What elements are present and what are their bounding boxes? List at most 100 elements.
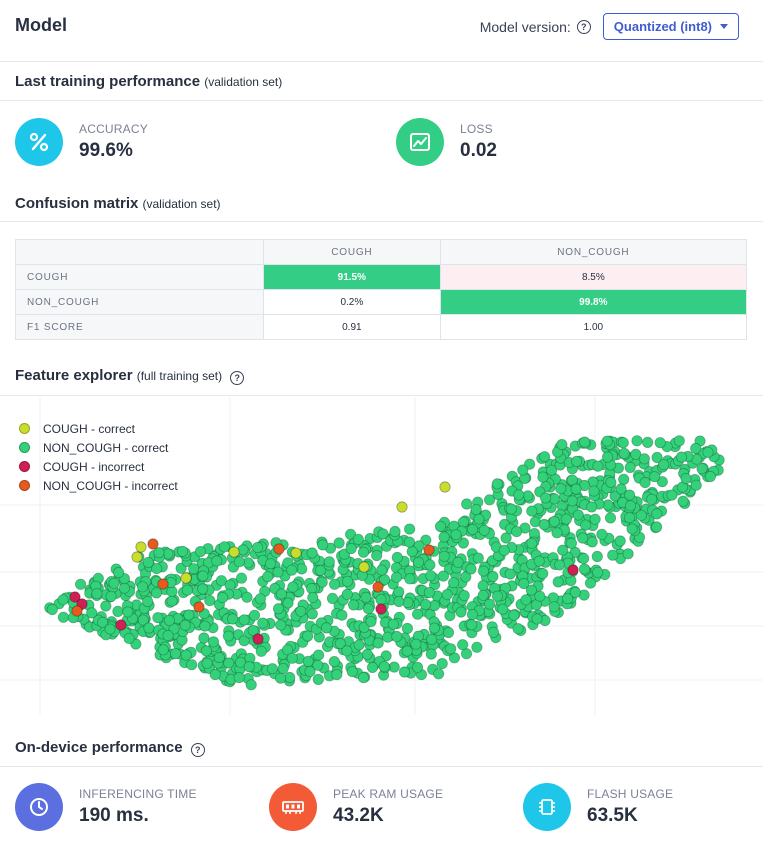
scatter-point[interactable] xyxy=(526,505,538,517)
scatter-point[interactable] xyxy=(423,587,435,599)
scatter-point[interactable] xyxy=(483,598,496,610)
scatter-point[interactable] xyxy=(207,636,220,648)
scatter-point[interactable] xyxy=(607,549,619,561)
scatter-point[interactable] xyxy=(631,435,643,447)
scatter-point[interactable] xyxy=(523,458,536,470)
scatter-point[interactable] xyxy=(275,588,288,600)
scatter-point[interactable] xyxy=(624,500,637,512)
scatter-point[interactable] xyxy=(241,591,253,603)
scatter-point[interactable] xyxy=(353,639,365,651)
scatter-point[interactable] xyxy=(556,438,568,451)
scatter-point[interactable] xyxy=(320,622,332,634)
scatter-point[interactable] xyxy=(618,473,630,486)
scatter-point[interactable] xyxy=(255,645,267,657)
scatter-point[interactable] xyxy=(531,613,543,625)
scatter-point[interactable] xyxy=(403,536,415,548)
scatter-point[interactable] xyxy=(371,549,383,562)
scatter-point[interactable] xyxy=(137,581,149,593)
scatter-point[interactable] xyxy=(403,523,416,535)
scatter-point[interactable] xyxy=(525,584,538,596)
scatter-point[interactable] xyxy=(112,605,124,617)
scatter-point[interactable] xyxy=(333,537,345,549)
scatter-point[interactable] xyxy=(357,671,370,684)
scatter-point[interactable] xyxy=(579,519,592,531)
scatter-point[interactable] xyxy=(122,606,134,618)
scatter-point[interactable] xyxy=(197,570,209,582)
scatter-point[interactable] xyxy=(471,641,483,653)
scatter-point[interactable] xyxy=(378,574,391,586)
scatter-point[interactable] xyxy=(75,578,87,590)
scatter-point[interactable] xyxy=(380,650,392,662)
scatter-point[interactable] xyxy=(617,437,629,449)
scatter-point[interactable] xyxy=(466,609,479,621)
scatter-point[interactable] xyxy=(470,504,482,516)
scatter-point[interactable] xyxy=(331,668,343,681)
scatter-point[interactable] xyxy=(390,571,403,583)
scatter-point[interactable] xyxy=(211,555,223,567)
scatter-point[interactable] xyxy=(97,616,109,628)
scatter-point[interactable] xyxy=(46,603,58,616)
scatter-point[interactable] xyxy=(393,595,405,608)
scatter-point[interactable] xyxy=(425,648,437,660)
scatter-point[interactable] xyxy=(314,564,327,576)
scatter-point[interactable] xyxy=(264,558,277,570)
scatter-point[interactable] xyxy=(567,564,579,576)
scatter-point[interactable] xyxy=(312,659,324,671)
scatter-point[interactable] xyxy=(181,584,193,596)
scatter-point[interactable] xyxy=(596,528,608,540)
scatter-point[interactable] xyxy=(553,559,566,571)
scatter-point[interactable] xyxy=(548,515,561,528)
scatter-point[interactable] xyxy=(404,573,416,585)
scatter-point[interactable] xyxy=(282,597,294,609)
scatter-point[interactable] xyxy=(601,451,614,463)
scatter-point[interactable] xyxy=(588,485,600,497)
scatter-point[interactable] xyxy=(472,552,484,564)
scatter-point[interactable] xyxy=(345,542,357,555)
scatter-point[interactable] xyxy=(233,671,245,684)
legend-item[interactable]: COUGH - correct xyxy=(19,419,178,438)
scatter-point[interactable] xyxy=(675,451,688,463)
scatter-point[interactable] xyxy=(592,460,604,472)
scatter-point[interactable] xyxy=(584,577,597,589)
scatter-point[interactable] xyxy=(245,679,257,691)
scatter-point[interactable] xyxy=(478,524,490,536)
scatter-point[interactable] xyxy=(222,630,234,642)
feature-explorer-scatter[interactable] xyxy=(0,397,763,715)
scatter-point[interactable] xyxy=(466,523,479,535)
scatter-point[interactable] xyxy=(512,623,524,635)
legend-item[interactable]: COUGH - incorrect xyxy=(19,457,178,476)
scatter-point[interactable] xyxy=(188,563,200,575)
scatter-point[interactable] xyxy=(290,547,302,559)
scatter-point[interactable] xyxy=(455,606,467,618)
scatter-point[interactable] xyxy=(426,633,438,646)
scatter-point[interactable] xyxy=(419,598,432,611)
scatter-point[interactable] xyxy=(460,571,472,583)
scatter-point[interactable] xyxy=(589,513,601,525)
scatter-point[interactable] xyxy=(252,633,264,645)
scatter-point[interactable] xyxy=(358,561,370,573)
scatter-point[interactable] xyxy=(204,595,216,607)
scatter-point[interactable] xyxy=(592,566,604,578)
scatter-point[interactable] xyxy=(336,609,348,621)
scatter-point[interactable] xyxy=(432,668,445,680)
scatter-point[interactable] xyxy=(275,619,287,631)
scatter-point[interactable] xyxy=(425,570,437,582)
scatter-point[interactable] xyxy=(100,600,112,612)
scatter-point[interactable] xyxy=(347,599,360,611)
scatter-point[interactable] xyxy=(497,603,509,615)
scatter-point[interactable] xyxy=(538,518,550,531)
scatter-point[interactable] xyxy=(274,672,287,684)
scatter-point[interactable] xyxy=(217,592,229,604)
scatter-point[interactable] xyxy=(614,535,626,547)
scatter-point[interactable] xyxy=(306,547,318,559)
scatter-point[interactable] xyxy=(180,572,192,584)
scatter-point[interactable] xyxy=(118,582,131,594)
scatter-point[interactable] xyxy=(152,612,164,624)
scatter-point[interactable] xyxy=(157,578,169,590)
scatter-point[interactable] xyxy=(328,655,340,668)
scatter-point[interactable] xyxy=(452,556,464,568)
scatter-point[interactable] xyxy=(162,630,174,642)
scatter-point[interactable] xyxy=(438,531,450,543)
scatter-point[interactable] xyxy=(460,648,473,660)
scatter-point[interactable] xyxy=(375,603,387,615)
